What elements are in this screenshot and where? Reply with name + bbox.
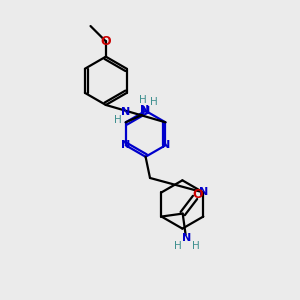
- Text: H: H: [114, 115, 122, 124]
- Text: N: N: [121, 107, 130, 117]
- Text: H: H: [192, 241, 200, 251]
- Text: H: H: [150, 97, 158, 107]
- Text: H: H: [174, 241, 182, 251]
- Text: O: O: [193, 188, 203, 201]
- Text: N: N: [140, 105, 149, 115]
- Text: O: O: [100, 35, 111, 48]
- Text: N: N: [182, 233, 192, 243]
- Text: N: N: [121, 140, 130, 150]
- Text: H: H: [140, 95, 147, 105]
- Text: N: N: [161, 140, 170, 150]
- Text: N: N: [199, 188, 208, 197]
- Text: N: N: [141, 106, 150, 116]
